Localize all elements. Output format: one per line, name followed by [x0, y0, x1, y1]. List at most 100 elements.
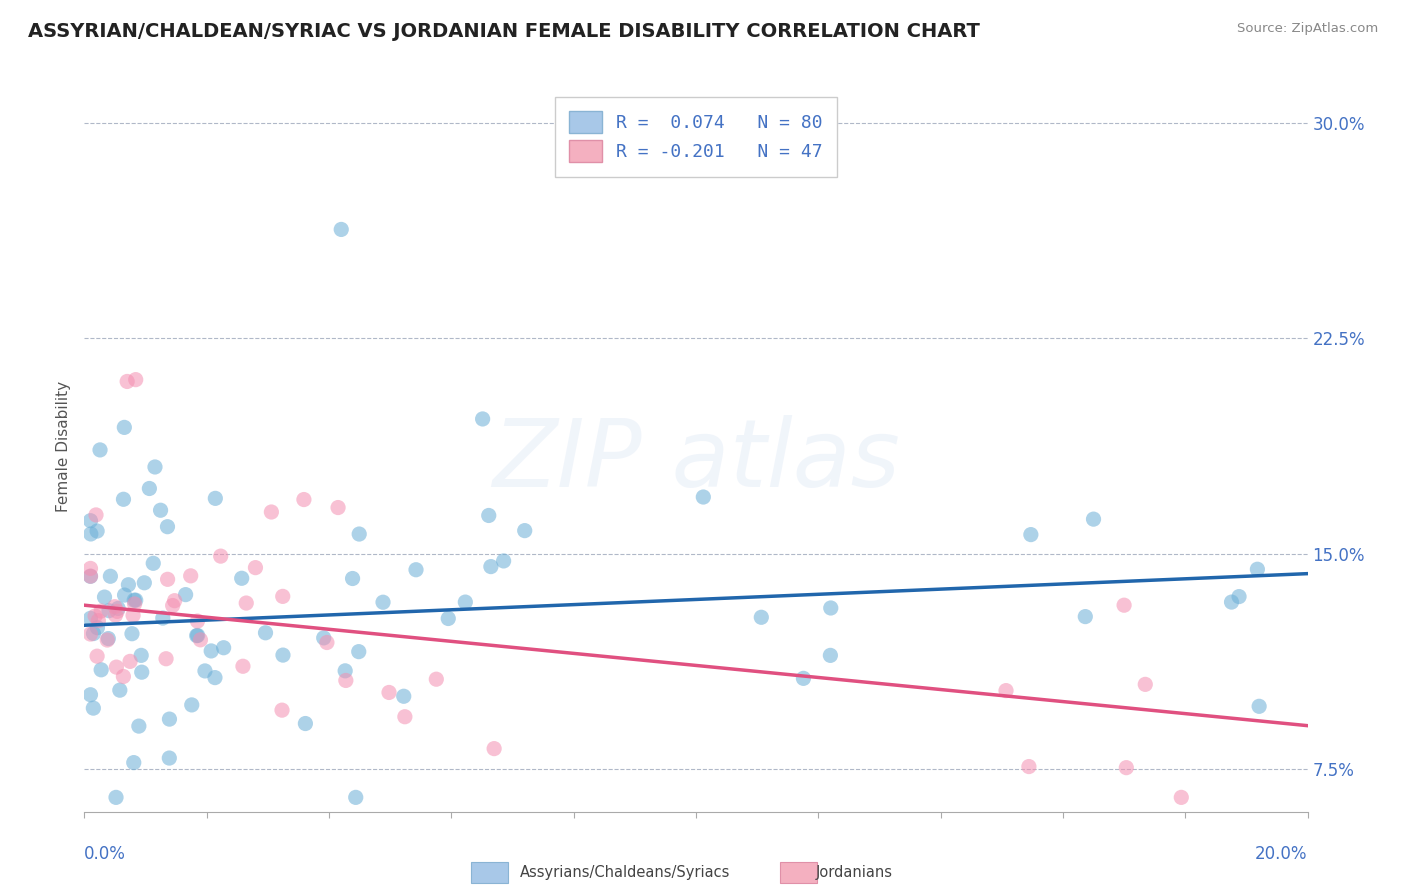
Point: [482, 741, 505, 756]
Point: [1220, 595, 1243, 609]
Point: [292, 492, 315, 507]
Point: [271, 590, 294, 604]
Point: [124, 597, 146, 611]
Point: [122, 593, 145, 607]
Point: [342, 572, 364, 586]
Point: [108, 683, 131, 698]
Point: [86, 524, 108, 538]
Point: [492, 554, 515, 568]
Point: [204, 671, 226, 685]
Point: [112, 669, 135, 683]
Point: [394, 710, 416, 724]
Point: [174, 588, 197, 602]
Point: [162, 599, 184, 613]
Legend: R =  0.074   N = 80, R = -0.201   N = 47: R = 0.074 N = 80, R = -0.201 N = 47: [555, 96, 837, 177]
Point: [125, 593, 148, 607]
Point: [115, 375, 138, 389]
Text: 20.0%: 20.0%: [1256, 845, 1308, 863]
Point: [105, 660, 128, 674]
Point: [104, 608, 127, 623]
Point: [122, 756, 145, 770]
Point: [479, 559, 502, 574]
Point: [163, 593, 186, 607]
Point: [513, 524, 536, 538]
Point: [149, 503, 172, 517]
Point: [820, 601, 842, 615]
Point: [1135, 677, 1157, 691]
Point: [271, 703, 294, 717]
Point: [86, 621, 108, 635]
Point: [344, 790, 367, 805]
Point: [79, 688, 101, 702]
Point: [294, 716, 316, 731]
Point: [330, 222, 353, 236]
Point: [129, 648, 152, 663]
Point: [1083, 512, 1105, 526]
Point: [128, 719, 150, 733]
Point: [1074, 609, 1097, 624]
Point: [1114, 598, 1136, 612]
Point: [114, 588, 136, 602]
Point: [194, 664, 217, 678]
Point: [90, 663, 112, 677]
Point: [749, 610, 772, 624]
Point: [79, 514, 101, 528]
Point: [405, 563, 427, 577]
Point: [131, 665, 153, 680]
Point: [190, 632, 212, 647]
Point: [97, 632, 120, 646]
Point: [157, 751, 180, 765]
Point: [200, 644, 222, 658]
Point: [995, 683, 1018, 698]
Point: [112, 420, 135, 434]
Point: [187, 628, 209, 642]
Point: [437, 611, 460, 625]
Point: [180, 569, 202, 583]
Point: [1227, 590, 1250, 604]
Point: [142, 557, 165, 571]
Point: [186, 629, 208, 643]
Point: [180, 698, 202, 712]
Point: [209, 549, 232, 563]
Point: [454, 595, 477, 609]
Point: [79, 627, 101, 641]
Point: [335, 664, 357, 678]
Point: [347, 645, 370, 659]
Text: Jordanians: Jordanians: [815, 865, 893, 880]
Point: [212, 640, 235, 655]
Point: [107, 601, 129, 615]
Point: [692, 490, 714, 504]
Point: [1246, 562, 1268, 576]
Point: [152, 611, 174, 625]
Point: [271, 648, 294, 662]
Point: [122, 608, 145, 623]
Point: [89, 442, 111, 457]
Point: [79, 561, 101, 575]
Point: [87, 614, 110, 628]
Point: [232, 659, 254, 673]
Point: [1249, 699, 1271, 714]
Point: [104, 599, 127, 614]
Point: [326, 500, 349, 515]
Point: [245, 560, 267, 574]
Point: [347, 527, 370, 541]
Point: [93, 590, 115, 604]
Text: 0.0%: 0.0%: [84, 845, 127, 863]
Point: [105, 790, 128, 805]
Point: [371, 595, 394, 609]
Point: [378, 685, 401, 699]
Point: [117, 578, 139, 592]
Point: [335, 673, 357, 688]
Point: [186, 614, 208, 628]
Point: [204, 491, 226, 506]
Point: [84, 508, 107, 522]
Point: [316, 635, 339, 649]
Point: [79, 569, 101, 583]
Point: [1170, 790, 1192, 805]
Point: [792, 671, 814, 685]
Text: ZIP atlas: ZIP atlas: [492, 415, 900, 506]
Point: [83, 626, 105, 640]
Point: [1018, 759, 1040, 773]
Point: [143, 460, 166, 475]
Point: [80, 527, 103, 541]
